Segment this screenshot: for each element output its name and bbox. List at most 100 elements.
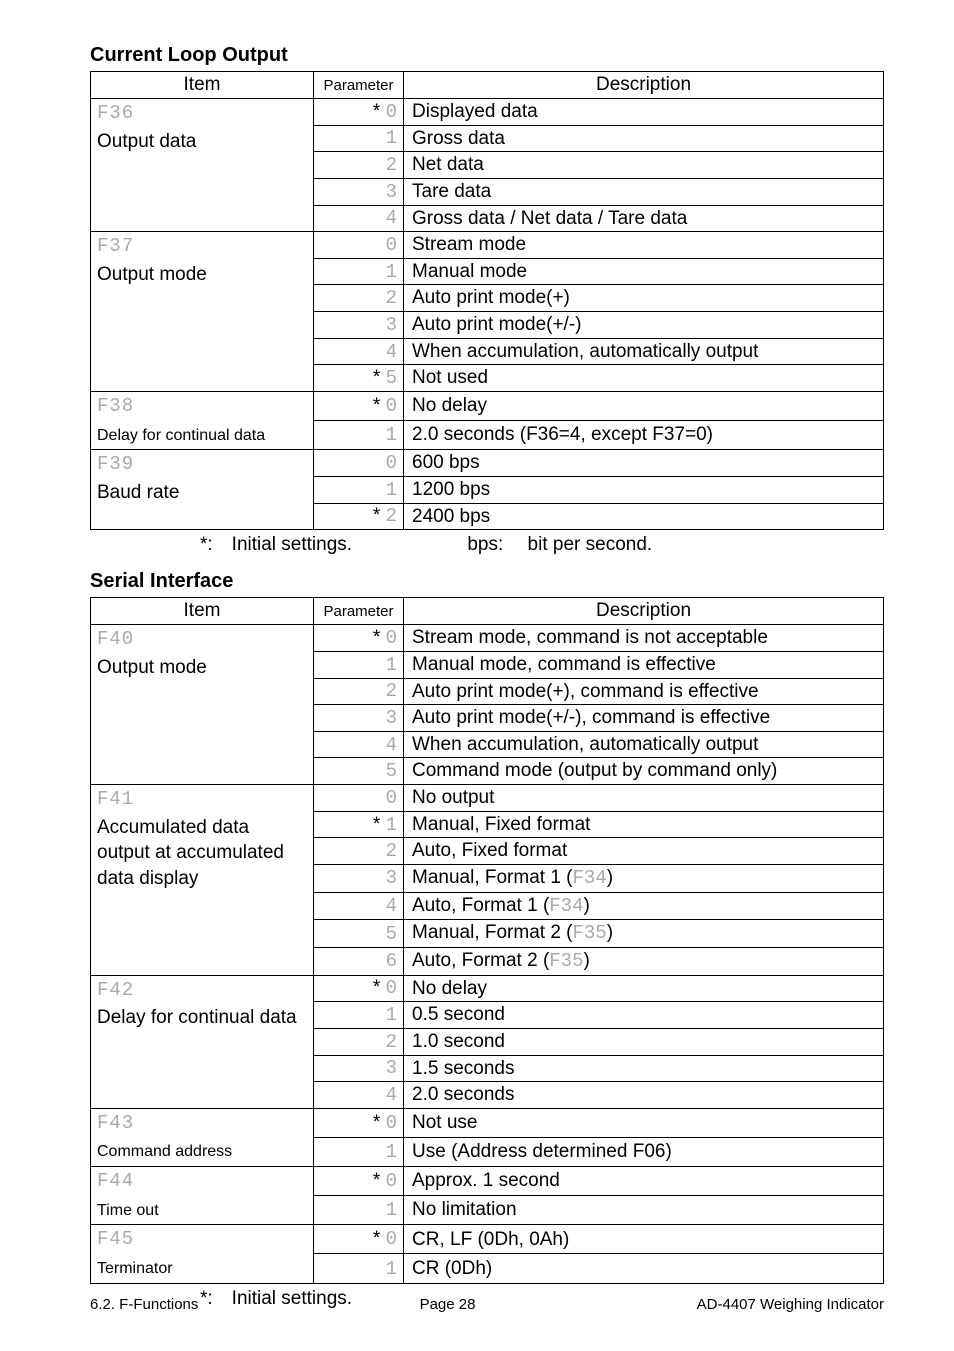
description-cell: No delay — [404, 975, 884, 1002]
parameter-cell: 0 — [314, 450, 404, 477]
parameter-cell: 5 — [314, 920, 404, 948]
parameter-cell: 4 — [314, 338, 404, 365]
description-cell: Not use — [404, 1108, 884, 1137]
parameter-value: 4 — [386, 734, 397, 756]
parameter-value: 5 — [386, 367, 397, 389]
item-code: F43 — [97, 1111, 307, 1137]
parameter-value: 0 — [386, 787, 397, 809]
parameter-cell: 0 — [314, 232, 404, 259]
description-cell: Stream mode — [404, 232, 884, 259]
description-cell: Tare data — [404, 178, 884, 205]
description-cell: Gross data — [404, 125, 884, 152]
parameter-cell: * 2 — [314, 503, 404, 530]
item-code: F37 — [97, 234, 307, 260]
parameter-value: 1 — [386, 127, 397, 149]
description-cell: No limitation — [404, 1196, 884, 1225]
item-code: F36 — [97, 101, 307, 127]
default-marker: * — [373, 1112, 386, 1133]
parameter-cell: 4 — [314, 892, 404, 920]
item-cell: F44Time out — [91, 1167, 314, 1225]
description-cell: Gross data / Net data / Tare data — [404, 205, 884, 232]
description-cell: Auto, Fixed format — [404, 838, 884, 865]
parameter-cell: 1 — [314, 476, 404, 503]
description-cell: No output — [404, 785, 884, 812]
default-marker: * — [373, 977, 386, 998]
parameter-cell: 4 — [314, 205, 404, 232]
parameter-cell: 3 — [314, 705, 404, 732]
description-cell: Auto print mode(+/-) — [404, 312, 884, 339]
item-cell: F42Delay for continual data — [91, 975, 314, 1108]
table-row: F40Output mode* 0Stream mode, command is… — [91, 625, 884, 652]
parameter-cell: * 0 — [314, 975, 404, 1002]
parameter-cell: 1 — [314, 651, 404, 678]
parameter-value: 1 — [386, 1004, 397, 1026]
th-parameter: Parameter — [314, 598, 404, 625]
description-cell: CR, LF (0Dh, 0Ah) — [404, 1225, 884, 1254]
parameter-cell: 0 — [314, 785, 404, 812]
parameter-cell: 1 — [314, 1137, 404, 1166]
default-marker: * — [373, 367, 386, 388]
parameter-value: 0 — [386, 395, 397, 417]
item-code: F39 — [97, 452, 307, 478]
parameter-value: 5 — [386, 923, 397, 945]
parameter-value: 0 — [386, 101, 397, 123]
parameter-cell: 3 — [314, 865, 404, 893]
table-current-loop: Item Parameter Description F36Output dat… — [90, 71, 884, 530]
item-label: Baud rate — [97, 482, 179, 503]
description-cell: 600 bps — [404, 450, 884, 477]
parameter-value: 4 — [386, 1084, 397, 1106]
parameter-cell: * 0 — [314, 1167, 404, 1196]
default-marker: * — [373, 1170, 386, 1191]
description-cell: Not used — [404, 365, 884, 392]
description-cell: When accumulation, automatically output — [404, 338, 884, 365]
item-code: F42 — [97, 978, 307, 1004]
parameter-cell: 4 — [314, 1082, 404, 1109]
item-label: Output mode — [97, 264, 207, 285]
description-cell: Auto print mode(+) — [404, 285, 884, 312]
parameter-cell: 2 — [314, 152, 404, 179]
parameter-value: 1 — [386, 424, 397, 446]
parameter-value: 1 — [386, 1258, 397, 1280]
parameter-value: 4 — [386, 207, 397, 229]
default-marker: * — [373, 395, 386, 416]
parameter-value: 4 — [386, 341, 397, 363]
description-cell: Manual mode, command is effective — [404, 651, 884, 678]
table-row: F43Command address* 0Not use — [91, 1108, 884, 1137]
table-serial: Item Parameter Description F40Output mod… — [90, 597, 884, 1283]
parameter-value: 1 — [386, 1199, 397, 1221]
description-cell: Auto print mode(+/-), command is effecti… — [404, 705, 884, 732]
item-cell: F43Command address — [91, 1108, 314, 1166]
parameter-cell: * 1 — [314, 811, 404, 838]
description-cell: Command mode (output by command only) — [404, 758, 884, 785]
footer-right: AD-4407 Weighing Indicator — [697, 1296, 884, 1313]
parameter-cell: * 0 — [314, 392, 404, 421]
table-row: F44Time out* 0Approx. 1 second — [91, 1167, 884, 1196]
item-label: Terminator — [97, 1260, 173, 1277]
description-cell: Approx. 1 second — [404, 1167, 884, 1196]
parameter-value: 2 — [386, 154, 397, 176]
parameter-value: 1 — [386, 654, 397, 676]
parameter-value: 0 — [386, 1228, 397, 1250]
item-label: Accumulated data output at accumulated d… — [97, 817, 284, 889]
parameter-value: 2 — [386, 287, 397, 309]
description-cell: No delay — [404, 392, 884, 421]
description-cell: Auto, Format 1 (F34) — [404, 892, 884, 920]
item-code: F40 — [97, 627, 307, 653]
description-cell: Auto print mode(+), command is effective — [404, 678, 884, 705]
parameter-cell: 1 — [314, 125, 404, 152]
default-marker: * — [373, 101, 386, 122]
caption-current-loop: *: Initial settings. bps: bit per second… — [90, 534, 884, 556]
item-label: Output mode — [97, 657, 207, 678]
description-cell: 0.5 second — [404, 1002, 884, 1029]
item-cell: F39 Baud rate — [91, 450, 314, 530]
parameter-cell: 1 — [314, 1254, 404, 1283]
parameter-cell: 3 — [314, 178, 404, 205]
parameter-cell: 6 — [314, 947, 404, 975]
description-cell: Use (Address determined F06) — [404, 1137, 884, 1166]
th-description: Description — [404, 598, 884, 625]
item-code: F44 — [97, 1169, 307, 1195]
parameter-cell: 1 — [314, 421, 404, 450]
parameter-value: 0 — [386, 452, 397, 474]
parameter-value: 0 — [386, 977, 397, 999]
parameter-cell: 3 — [314, 1055, 404, 1082]
